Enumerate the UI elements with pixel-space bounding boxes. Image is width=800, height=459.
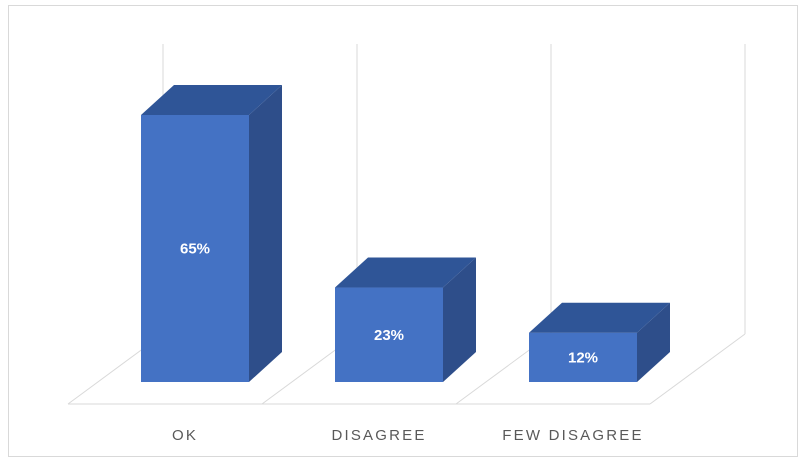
- data-label: 65%: [180, 241, 210, 258]
- bar-side: [249, 85, 282, 382]
- chart-bars: [141, 85, 670, 382]
- category-label: DISAGREE: [331, 427, 426, 444]
- category-label: OK: [172, 427, 198, 444]
- bar-top: [335, 257, 476, 288]
- bar-front-few-disagree: [529, 332, 637, 382]
- data-label: 12%: [568, 349, 598, 366]
- chart-labels: 65% OK 23% DISAGREE 12% FEW DISAGREE: [172, 241, 643, 445]
- floor-divider: [649, 333, 746, 405]
- bar-side: [443, 257, 476, 382]
- bar-side: [637, 302, 670, 382]
- category-label: FEW DISAGREE: [502, 427, 643, 444]
- bar-top: [141, 85, 282, 115]
- bar-top: [529, 302, 670, 333]
- bar-front-ok: [141, 115, 249, 382]
- bar-front-disagree: [335, 287, 443, 382]
- data-label: 23%: [374, 327, 404, 344]
